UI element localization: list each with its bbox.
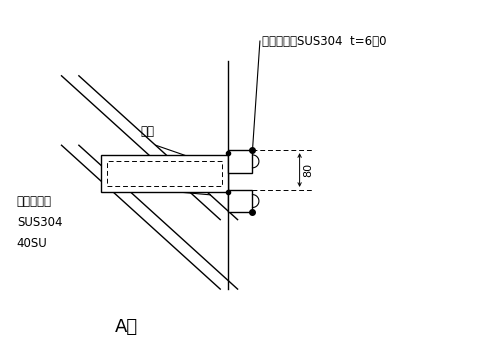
- Text: A部: A部: [114, 318, 138, 336]
- Bar: [107, 161, 222, 187]
- Bar: [228, 150, 252, 173]
- Text: SUS304: SUS304: [17, 216, 62, 229]
- Bar: [101, 155, 228, 193]
- Text: 溶接: 溶接: [141, 125, 155, 138]
- Text: ステンレスSUS304  t=6．0: ステンレスSUS304 t=6．0: [262, 35, 387, 48]
- Bar: [228, 190, 252, 212]
- Text: 80: 80: [304, 163, 314, 177]
- Text: 40SU: 40SU: [17, 237, 48, 250]
- Text: ステンレス: ステンレス: [17, 195, 52, 208]
